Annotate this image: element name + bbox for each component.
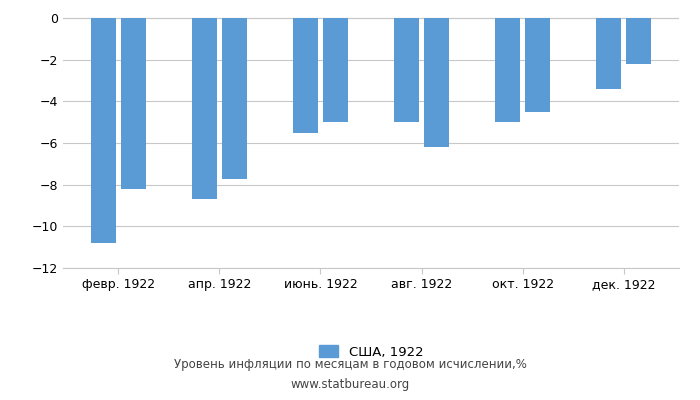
Bar	[626, 18, 652, 64]
Bar	[323, 18, 348, 122]
Bar	[525, 18, 550, 112]
Bar	[192, 18, 217, 199]
Text: Уровень инфляции по месяцам в годовом исчислении,%: Уровень инфляции по месяцам в годовом ис…	[174, 358, 526, 371]
Legend: США, 1922: США, 1922	[313, 340, 429, 364]
Bar	[424, 18, 449, 147]
Bar	[121, 18, 146, 189]
Bar	[293, 18, 318, 133]
Bar	[222, 18, 247, 178]
Bar	[394, 18, 419, 122]
Bar	[90, 18, 116, 243]
Bar	[495, 18, 520, 122]
Bar	[596, 18, 621, 89]
Text: www.statbureau.org: www.statbureau.org	[290, 378, 410, 391]
